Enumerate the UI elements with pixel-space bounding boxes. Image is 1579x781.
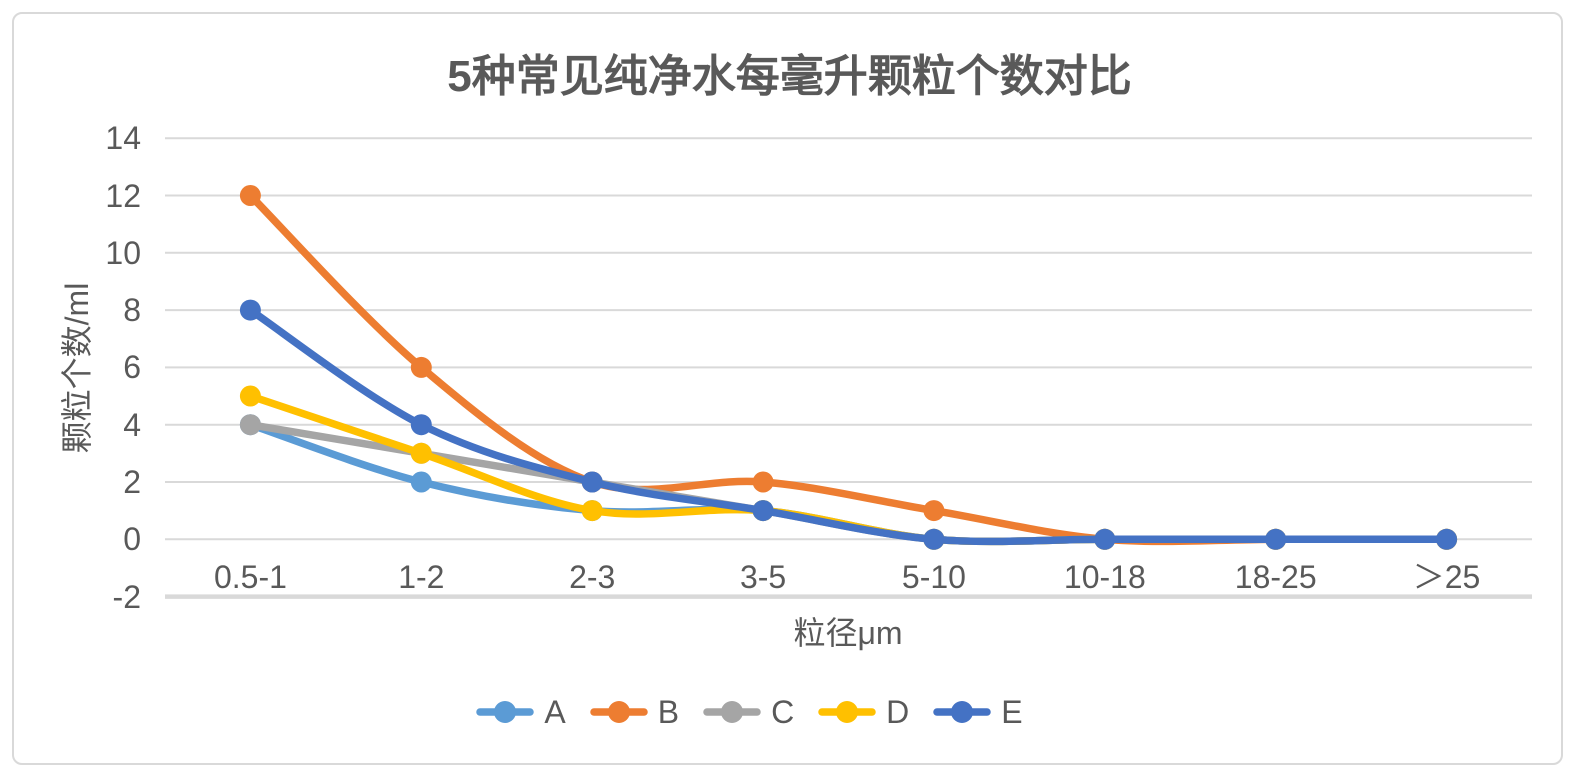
- data-point-B-3: [752, 471, 774, 493]
- y-tick-label-8: 8: [123, 292, 141, 329]
- data-point-B-1: [410, 356, 432, 378]
- legend-marker-C: [703, 701, 761, 723]
- data-point-C-0: [239, 414, 261, 436]
- data-point-E-3: [752, 500, 774, 522]
- series-line-D: [246, 392, 1451, 546]
- legend-dot-A: [494, 701, 517, 723]
- data-point-B-4: [923, 500, 945, 522]
- legend-item-B: B: [589, 694, 680, 730]
- x-tick-label-2: 2-3: [569, 559, 616, 595]
- y-tick-label-10: 10: [105, 234, 141, 271]
- x-tick-label-1: 1-2: [398, 559, 445, 595]
- chart-title: 5种常见纯净水每毫升颗粒个数对比: [447, 52, 1132, 101]
- legend: A B C D E: [0, 696, 1539, 728]
- legend-marker-B: [589, 701, 648, 723]
- series-E: [239, 299, 1458, 550]
- legend-label-E: E: [1001, 694, 1023, 730]
- y-tick-label-12: 12: [105, 177, 141, 214]
- legend-label-D: D: [886, 694, 910, 730]
- series-line-E: [246, 306, 1451, 546]
- legend-label-B: B: [657, 694, 680, 730]
- data-point-E-4: [923, 528, 945, 550]
- x-tick-label-5: 10-18: [1063, 559, 1146, 595]
- data-point-A-1: [410, 471, 432, 493]
- gridlines: [165, 137, 1532, 541]
- data-point-E-2: [581, 471, 603, 493]
- legend-label-A: A: [544, 694, 566, 730]
- legend-item-A: A: [476, 694, 566, 730]
- data-point-E-6: [1265, 528, 1287, 550]
- data-point-B-0: [239, 185, 261, 206]
- y-tick-label--2: -2: [112, 578, 141, 615]
- legend-marker-A: [476, 701, 535, 723]
- legend-marker-E: [933, 701, 992, 723]
- data-point-E-1: [410, 414, 432, 436]
- y-tick-label-14: 14: [105, 120, 141, 157]
- legend-item-D: D: [818, 696, 909, 728]
- legend-dot-B: [607, 701, 630, 723]
- data-point-E-5: [1094, 528, 1116, 550]
- x-tick-label-6: 18-25: [1234, 559, 1317, 595]
- x-tick-label-3: 3-5: [739, 559, 787, 595]
- legend-marker-D: [818, 701, 876, 723]
- data-point-D-0: [239, 385, 261, 407]
- legend-dot-C: [721, 701, 744, 723]
- legend-item-E: E: [933, 694, 1023, 730]
- x-axis-title: 粒径μm: [793, 615, 903, 651]
- x-tick-label-0: 0.5-1: [213, 559, 287, 595]
- legend-dot-D: [836, 701, 859, 723]
- legend-label-C: C: [771, 694, 795, 730]
- x-tick-label-4: 5-10: [901, 559, 966, 595]
- legend-dot-E: [951, 701, 974, 723]
- data-point-D-1: [410, 442, 432, 464]
- x-tick-label-7: ＞25: [1412, 559, 1481, 595]
- y-axis-title: 颗粒个数/ml: [59, 282, 95, 454]
- data-point-D-2: [581, 500, 603, 522]
- data-point-E-7: [1436, 528, 1458, 550]
- data-point-E-0: [239, 299, 261, 321]
- legend-item-C: C: [703, 696, 794, 728]
- y-tick-label-6: 6: [123, 349, 141, 386]
- y-tick-label-0: 0: [123, 521, 141, 558]
- y-tick-label-2: 2: [123, 464, 141, 500]
- y-tick-label-4: 4: [123, 406, 141, 443]
